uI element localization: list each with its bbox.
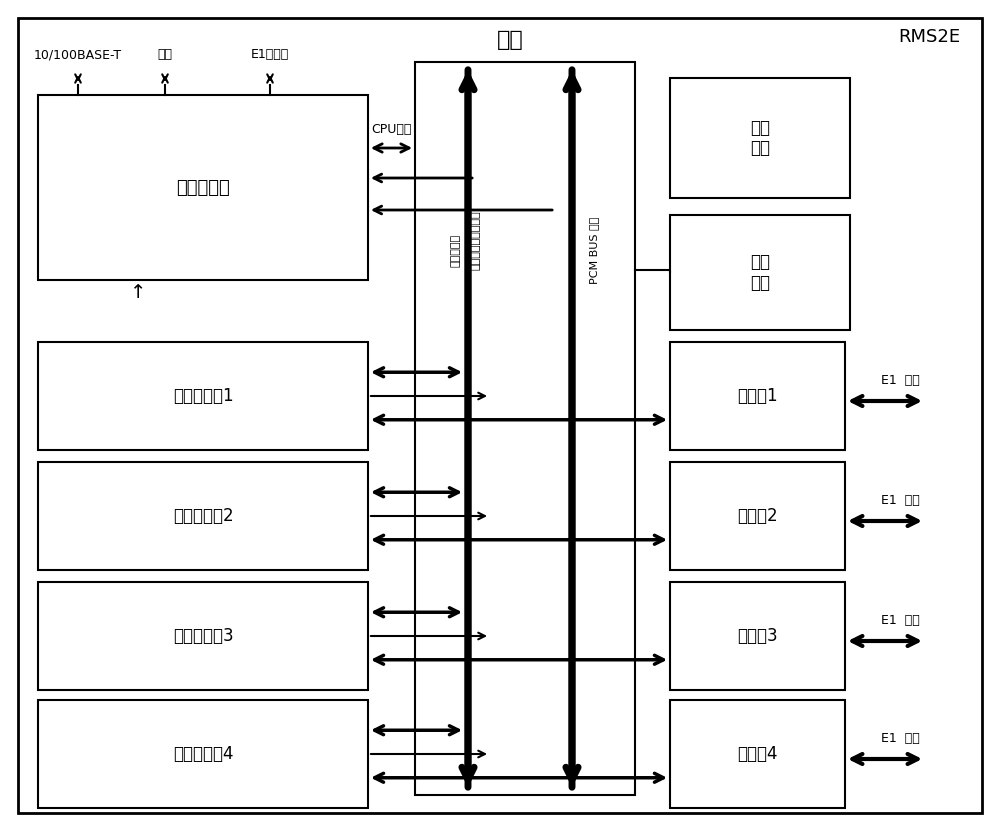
Text: 背板: 背板 [497, 30, 523, 50]
Bar [670, 582, 845, 690]
Text: 出线杷3: 出线杷3 [737, 627, 778, 645]
Text: 10/100BASE-T: 10/100BASE-T [34, 48, 122, 61]
Bar [670, 215, 850, 330]
Bar [38, 342, 368, 450]
Text: 串口: 串口 [158, 48, 173, 61]
Text: 线路接口杷1: 线路接口杷1 [173, 387, 233, 405]
Bar [415, 62, 635, 795]
Text: 交换控制板: 交换控制板 [176, 179, 230, 196]
Text: RMS2E: RMS2E [898, 28, 960, 46]
Bar [38, 462, 368, 570]
Text: 线路接口杷2: 线路接口杷2 [173, 507, 233, 525]
Bar [38, 700, 368, 808]
Bar [670, 462, 845, 570]
Text: E1  线路: E1 线路 [881, 494, 919, 508]
Text: 线路接口杷3: 线路接口杷3 [173, 627, 233, 645]
Text: E1  线路: E1 线路 [881, 732, 919, 745]
Text: 出线杷2: 出线杷2 [737, 507, 778, 525]
Text: CPU总线: CPU总线 [371, 123, 411, 136]
Bar [670, 78, 850, 198]
Text: 出线杷1: 出线杷1 [737, 387, 778, 405]
Bar [670, 700, 845, 808]
Bar [38, 95, 368, 280]
Bar [38, 582, 368, 690]
Bar [670, 342, 845, 450]
Text: 络系统复帧同步时钟: 络系统复帧同步时钟 [471, 210, 481, 270]
Text: 系统
监测: 系统 监测 [750, 253, 770, 292]
Text: E1  线路: E1 线路 [881, 614, 919, 627]
Text: 线路接口杷4: 线路接口杷4 [173, 745, 233, 763]
Text: 系统
电源: 系统 电源 [750, 119, 770, 157]
Text: 出线杷4: 出线杷4 [737, 745, 778, 763]
Text: E1  线路: E1 线路 [881, 375, 919, 387]
Text: PCM BUS 总线: PCM BUS 总线 [589, 216, 599, 283]
Text: ↑: ↑ [130, 283, 146, 302]
Text: E1控制口: E1控制口 [251, 48, 289, 61]
Text: 络系统时钟: 络系统时钟 [451, 234, 461, 267]
